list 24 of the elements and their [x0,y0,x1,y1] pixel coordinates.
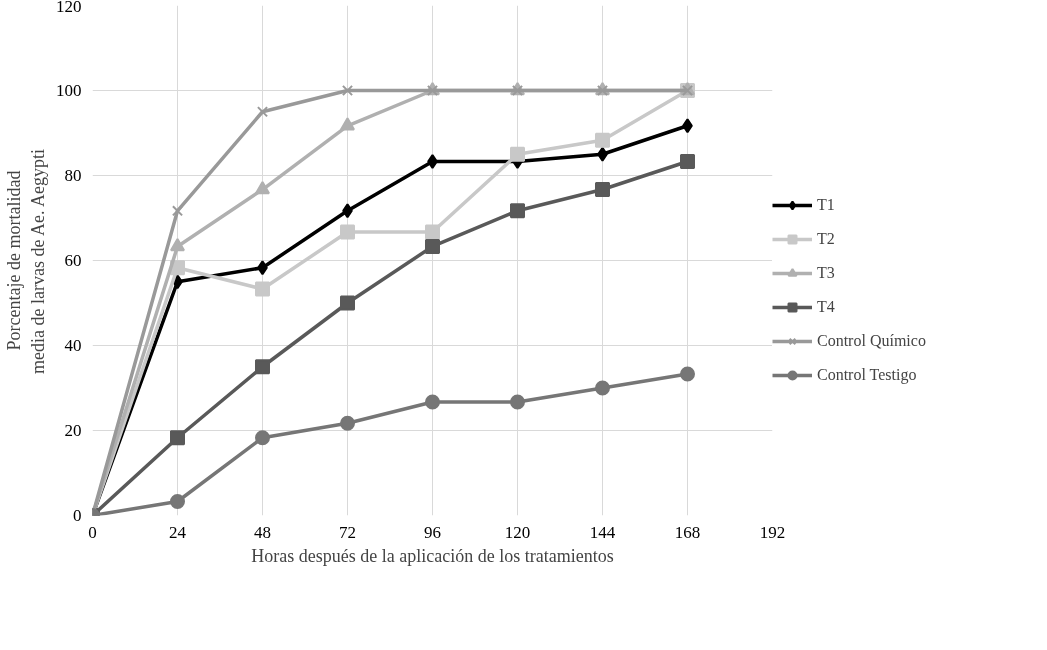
y-axis-title: Porcentaje de mortalidad media de larvas de Ae. Aegypti [4,149,48,374]
y-tick-label: 100 [56,81,82,100]
x-tick-label: 0 [88,522,97,542]
x-tick-label: 144 [589,522,616,542]
legend-label: T3 [817,264,836,282]
x-tick-label: 48 [254,522,271,542]
x-tick-label: 96 [424,522,441,542]
legend-label: T2 [817,230,836,248]
x-tick-label: 72 [339,522,356,542]
y-tick-label: 40 [64,336,82,355]
y-tick-label: 120 [56,0,82,16]
legend-label: Control Químico [817,332,926,350]
x-tick-label: 24 [169,522,187,542]
x-axis-title: Horas después de la aplicación de los tratamientos [251,545,614,566]
y-tick-label: 20 [64,421,82,440]
legend-label: T4 [817,298,836,316]
y-tick-label: 0 [73,506,82,525]
legend-label: T1 [817,196,836,214]
x-tick-label: 192 [759,522,786,542]
legend-label: Control Testigo [817,366,917,384]
x-tick-label: 168 [674,522,701,542]
y-tick-label: 80 [64,166,82,185]
x-tick-label: 120 [504,522,531,542]
y-tick-label: 60 [64,251,82,270]
